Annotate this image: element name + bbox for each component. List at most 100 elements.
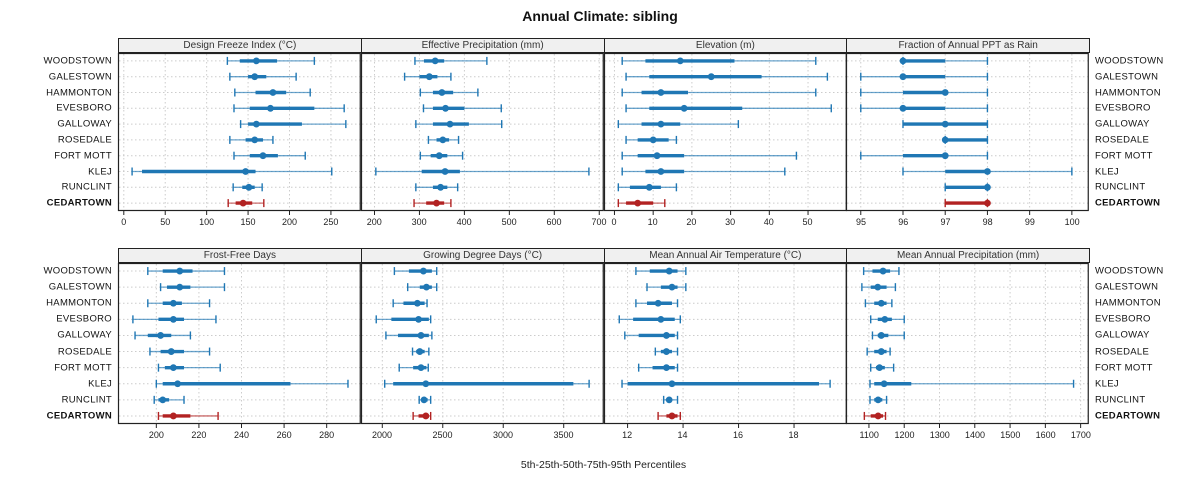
- panel-background: [603, 263, 847, 424]
- series-rosedale: [427, 135, 459, 144]
- axis-tick-label: 200: [281, 217, 297, 227]
- median-dot: [668, 380, 675, 388]
- panel-header-elevation-m: Elevation (m): [603, 38, 848, 53]
- station-label-left-evesboro: EVESBORO: [56, 102, 112, 114]
- series-rosedale: [866, 347, 892, 356]
- median-dot: [942, 136, 949, 144]
- median-dot: [874, 396, 882, 404]
- series-fort-mott: [860, 151, 989, 160]
- median-dot: [657, 168, 664, 175]
- median-dot: [169, 412, 177, 420]
- series-cedartown: [944, 199, 992, 208]
- series-runclint: [232, 183, 263, 192]
- median-dot: [416, 348, 423, 355]
- median-dot: [174, 380, 182, 388]
- median-dot: [665, 396, 673, 404]
- series-klej: [155, 379, 349, 388]
- median-dot: [876, 364, 884, 372]
- station-label-left-cedartown: CEDARTOWN: [46, 197, 112, 209]
- median-dot: [676, 57, 684, 65]
- median-dot: [874, 412, 882, 420]
- axis-tick-label: 0: [611, 217, 617, 227]
- median-dot: [878, 299, 885, 307]
- median-dot: [880, 380, 888, 388]
- station-label-left-galloway: GALLOWAY: [57, 329, 112, 341]
- series-galestown: [403, 72, 452, 81]
- station-label-right-woodstown: WOODSTOWN: [1095, 55, 1164, 67]
- median-dot: [159, 396, 167, 404]
- series-runclint: [944, 183, 992, 192]
- panel-background: [118, 263, 361, 424]
- median-dot: [417, 332, 425, 339]
- axis-tick-label: 200: [148, 430, 164, 440]
- axis-tick-label: 150: [240, 217, 256, 227]
- series-woodstown: [413, 56, 488, 65]
- axis-tick-label: 14: [677, 430, 688, 440]
- axis-tick-label: 99: [1024, 217, 1035, 227]
- series-woodstown: [899, 56, 989, 65]
- station-label-right-fort-mott: FORT MOTT: [1095, 150, 1153, 162]
- panel-plot-mean-annual-air-temperature-c: [603, 262, 847, 428]
- station-label-left-galestown: GALESTOWN: [48, 281, 112, 293]
- median-dot: [881, 315, 889, 323]
- axis-tick-label: 600: [546, 217, 562, 227]
- series-galloway: [239, 120, 347, 129]
- station-label-left-runclint: RUNCLINT: [61, 181, 112, 193]
- series-cedartown: [227, 199, 265, 208]
- median-dot: [662, 348, 670, 355]
- axis-tick-label: 2000: [372, 430, 393, 440]
- axis-tick-label: 200: [366, 217, 382, 227]
- series-klej: [620, 379, 831, 388]
- series-klej: [374, 167, 590, 176]
- axis-tick-label: 2500: [432, 430, 453, 440]
- panel-border: [117, 52, 361, 212]
- median-dot: [169, 299, 177, 307]
- series-klej: [902, 167, 1073, 176]
- series-klej: [869, 379, 1075, 388]
- axis-tick-label: 3000: [492, 430, 513, 440]
- series-cedartown: [617, 199, 665, 208]
- median-dot: [422, 380, 429, 388]
- panel-background: [360, 53, 604, 211]
- station-label-right-rosedale: ROSEDALE: [1095, 134, 1150, 146]
- axis-tick-label: 700: [591, 217, 607, 227]
- panel-border: [360, 262, 604, 425]
- axis-tick-label: 96: [898, 217, 909, 227]
- series-rosedale: [942, 135, 989, 144]
- series-hammonton: [147, 299, 211, 308]
- station-label-right-woodstown: WOODSTOWN: [1095, 265, 1164, 277]
- station-label-left-rosedale: ROSEDALE: [57, 134, 112, 146]
- median-dot: [252, 57, 260, 65]
- median-dot: [878, 348, 885, 355]
- panel-plot-growing-degree-days-c: [360, 262, 604, 428]
- axis-tick-label: 16: [733, 430, 744, 440]
- axis-tick-label: 1300: [929, 430, 950, 440]
- station-label-left-galloway: GALLOWAY: [57, 118, 112, 130]
- series-fort-mott: [419, 151, 464, 160]
- median-dot: [413, 299, 421, 307]
- series-woodstown: [620, 56, 816, 65]
- median-dot: [662, 332, 670, 339]
- median-dot: [176, 267, 184, 275]
- median-dot: [245, 183, 253, 191]
- series-evesboro: [624, 104, 832, 113]
- station-label-left-klej: KLEJ: [88, 378, 112, 390]
- median-dot: [654, 299, 661, 307]
- station-label-right-fort-mott: FORT MOTT: [1095, 362, 1153, 374]
- axis-tick-label: 95: [856, 217, 867, 227]
- median-dot: [441, 168, 449, 175]
- axis-tick-label: 240: [233, 430, 250, 440]
- axis-tick-label: 40: [763, 217, 774, 227]
- series-runclint: [617, 183, 677, 192]
- panel-plot-effective-precipitation-mm: [360, 52, 604, 215]
- panel-plot-fraction-of-annual-ppt-as-rain: [846, 52, 1090, 215]
- panel-header-mean-annual-precipitation-mm: Mean Annual Precipitation (mm): [846, 248, 1090, 263]
- station-label-right-cedartown: CEDARTOWN: [1095, 197, 1161, 209]
- median-dot: [259, 152, 267, 160]
- series-woodstown: [147, 267, 226, 276]
- panel-border: [846, 262, 1090, 425]
- median-dot: [432, 199, 440, 207]
- median-dot: [169, 364, 177, 372]
- median-dot: [431, 57, 439, 65]
- median-dot: [649, 136, 657, 144]
